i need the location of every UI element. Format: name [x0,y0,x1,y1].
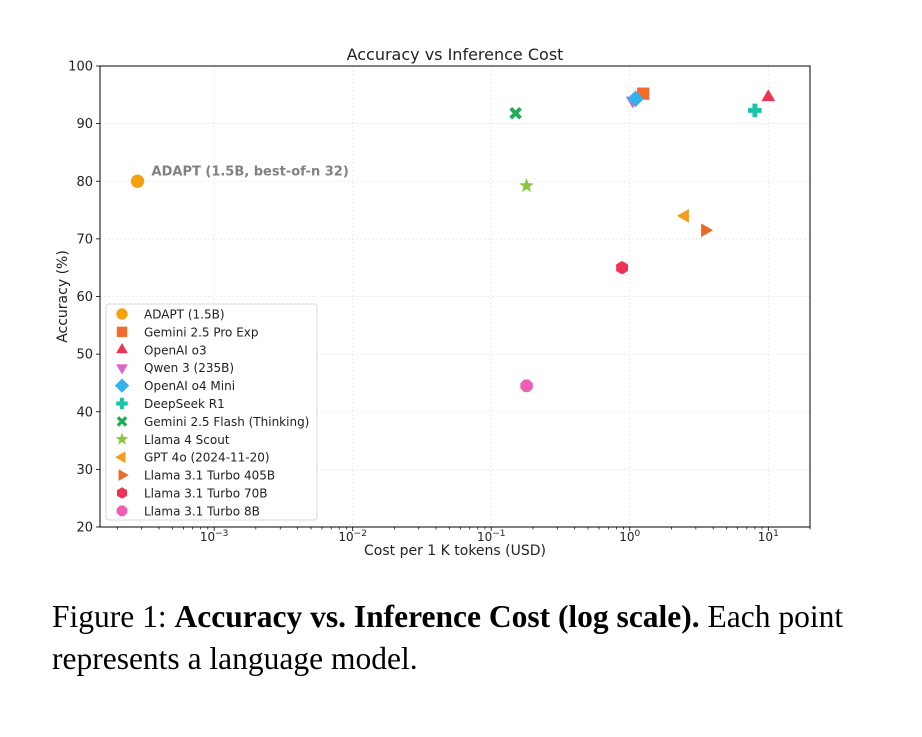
legend-marker [116,487,128,499]
caption-bold: Accuracy vs. Inference Cost (log scale). [174,599,700,634]
data-point-gemini-2-5-flash-thinking [509,106,522,120]
caption-rest: Each point represents a language model. [52,599,844,676]
legend-label: Llama 4 Scout [144,433,230,447]
legend-marker [115,451,126,464]
legend-marker [116,342,128,354]
legend-marker [116,397,128,410]
y-tick-label: 60 [76,290,93,305]
legend: ADAPT (1.5B) Gemini 2.5 Pro Exp OpenAI o3 Q… [105,303,318,521]
data-point-llama-4-scout [519,177,535,193]
y-tick-label: 30 [76,463,93,478]
y-tick-label: 90 [76,117,93,132]
legend-label: Gemini 2.5 Flash (Thinking) [144,415,309,429]
legend-marker [116,326,128,338]
data-point-deepseek-r1 [748,103,762,118]
data-point-llama-3-1-turbo-8b [520,379,533,393]
legend-marker [115,432,129,445]
data-point-llama-3-1-turbo-405b [701,223,714,238]
legend-label: Gemini 2.5 Pro Exp [144,325,259,339]
legend-marker [116,505,128,517]
y-tick-label: 50 [76,348,93,363]
data-point-llama-3-1-turbo-70b [616,260,628,275]
legend-label: ADAPT (1.5B) [144,308,225,322]
legend-marker [116,416,128,427]
y-tick-label: 40 [76,405,93,420]
x-axis-label: Cost per 1 K tokens (USD) [364,543,546,559]
x-tick-label: 100 [619,529,640,544]
legend-label: Llama 3.1 Turbo 70B [144,487,267,501]
point-annotation: ADAPT (1.5B, best-of-n 32) [152,164,349,179]
y-tick-label: 70 [76,232,93,247]
figure-caption: Figure 1: Accuracy vs. Inference Cost (l… [52,596,892,680]
x-tick-label: 10−3 [200,529,229,544]
x-stroke [509,106,522,120]
legend-marker [114,378,130,393]
caption-prefix: Figure 1: [52,599,175,634]
legend-label: Llama 3.1 Turbo 8B [144,504,260,518]
legend-label: Qwen 3 (235B) [144,361,234,375]
y-tick-label: 20 [76,521,93,536]
data-point-gpt-4o-2024-11-20 [676,208,689,223]
legend-label: Llama 3.1 Turbo 405B [144,469,275,483]
scatter-chart: 20 30 40 50 60 70 80 90 100 10−3 10−2 10−1 100 101 Acc… [55,45,811,559]
x-tick-label: 101 [758,529,779,544]
legend-label: GPT 4o (2024-11-20) [144,451,270,465]
y-tick-label: 100 [68,60,93,75]
y-axis-label: Accuracy (%) [55,250,71,343]
x-tick-label: 10−1 [477,529,506,544]
legend-marker [118,469,129,482]
legend-label: DeepSeek R1 [144,397,225,411]
data-point-openai-o3 [761,89,776,102]
chart-title: Accuracy vs Inference Cost [347,45,564,64]
legend-marker [116,364,128,375]
legend-label: OpenAI o3 [144,343,207,357]
legend-marker [116,308,128,320]
data-point-adapt-1-5b [130,174,145,188]
x-stroke [116,416,128,427]
legend-label: OpenAI o4 Mini [144,379,235,393]
x-tick-label: 10−2 [338,529,367,544]
legend-box [105,303,318,521]
y-tick-label: 80 [76,175,93,190]
data-point-openai-o4-mini [627,90,644,108]
